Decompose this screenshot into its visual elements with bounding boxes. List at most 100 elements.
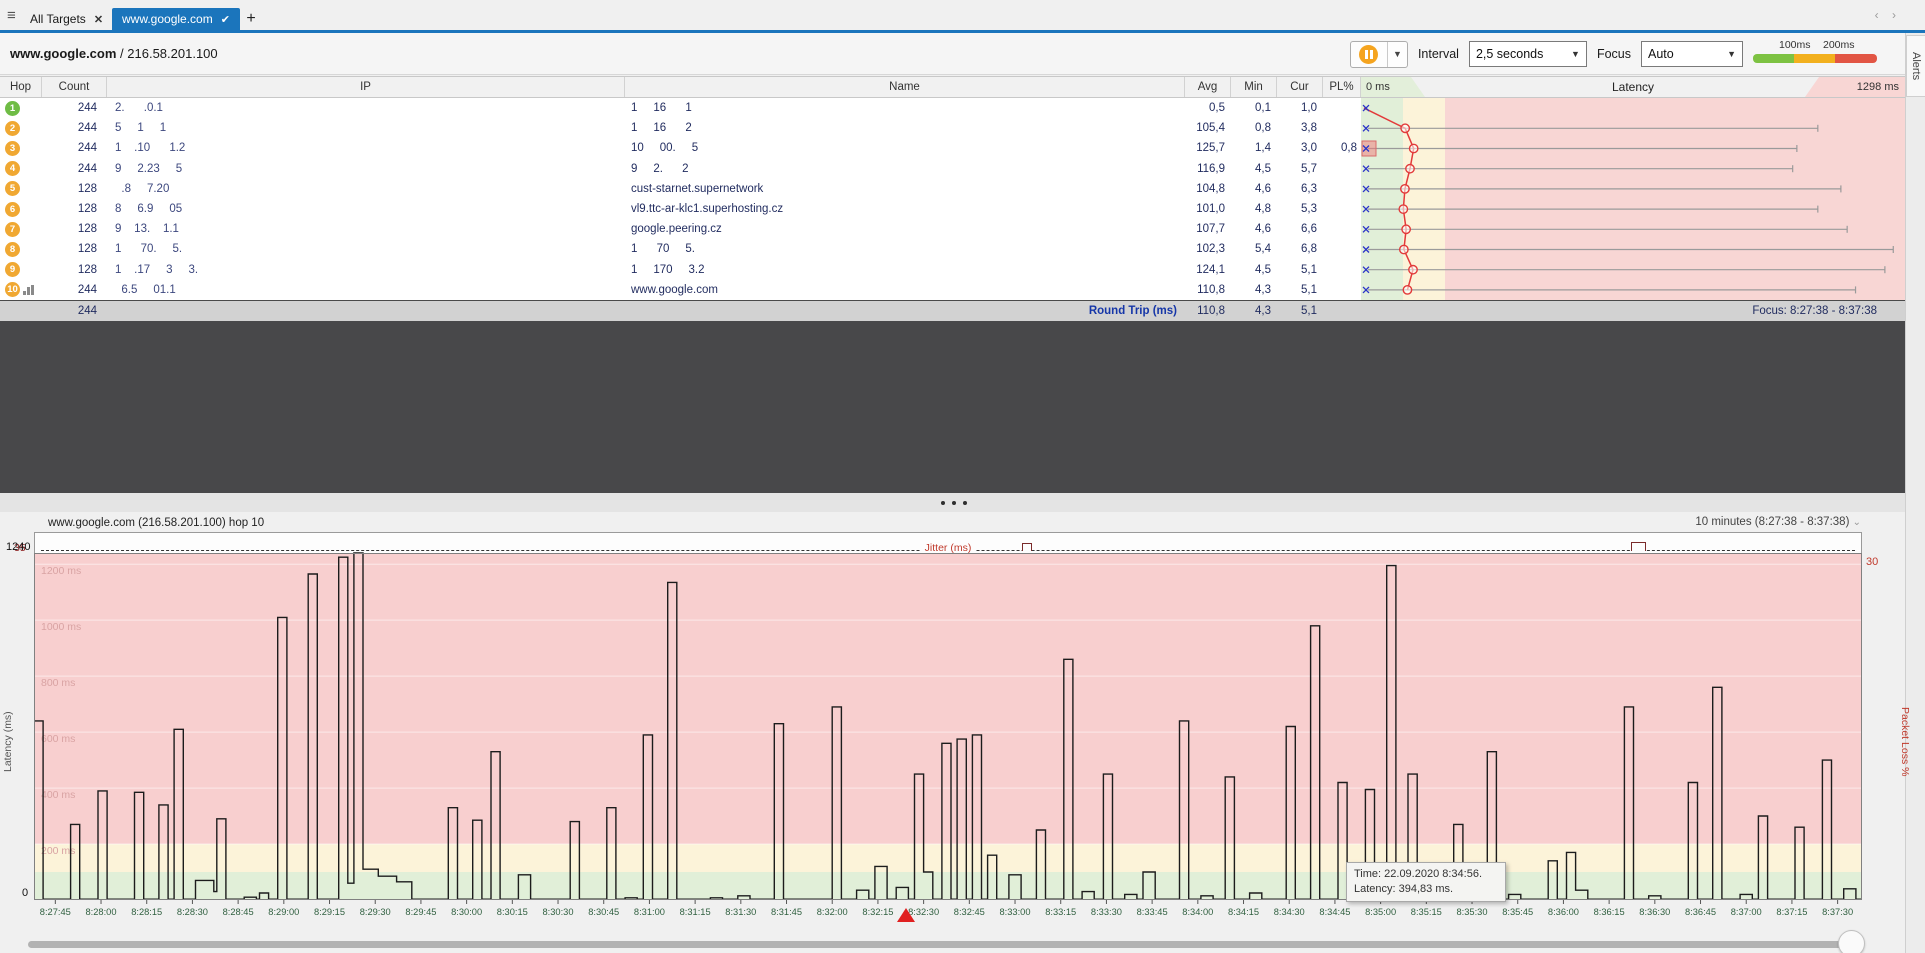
svg-text:8:29:15: 8:29:15 bbox=[314, 907, 345, 917]
table-row[interactable]: 1 244 2. .0.1 1 16 1 0,5 0,1 1,0 bbox=[0, 98, 1905, 118]
svg-text:8:37:30: 8:37:30 bbox=[1822, 907, 1853, 917]
pause-dropdown-button[interactable]: ▼ bbox=[1386, 41, 1407, 67]
min-cell: 0,8 bbox=[1255, 122, 1271, 135]
pane-splitter[interactable] bbox=[0, 493, 1905, 512]
latency-time-chart[interactable]: 200 ms 400 ms 600 ms 800 ms 1000 ms 1200 ms 8:… bbox=[34, 548, 1866, 920]
table-row[interactable]: 10 244 6.5 01.1 www.google.com 110,8 4,3… bbox=[0, 280, 1905, 300]
svg-text:8:35:15: 8:35:15 bbox=[1411, 907, 1442, 917]
col-header-ip[interactable]: IP bbox=[107, 77, 625, 97]
table-row[interactable]: 8 128 1 70. 5. 1 70 5. 102,3 5,4 6,8 bbox=[0, 239, 1905, 259]
legend-200ms: 200ms bbox=[1823, 39, 1855, 51]
cur-cell: 6,3 bbox=[1301, 182, 1317, 195]
col-header-pl[interactable]: PL% bbox=[1323, 77, 1361, 97]
table-row[interactable]: 9 128 1 .17 3 3. 1 170 3.2 124,1 4,5 5,1 bbox=[0, 260, 1905, 280]
table-row[interactable]: 2 244 5 1 1 1 16 2 105,4 0,8 3,8 bbox=[0, 118, 1905, 138]
col-header-count[interactable]: Count bbox=[42, 77, 107, 97]
graph-range-selector[interactable]: 10 minutes (8:27:38 - 8:37:38) ⌄ bbox=[1695, 516, 1861, 528]
col-header-cur[interactable]: Cur bbox=[1277, 77, 1323, 97]
timeline-scrollbar-track[interactable] bbox=[28, 941, 1848, 948]
table-row[interactable]: 4 244 9 2.23 5 9 2. 2 116,9 4,5 5,7 bbox=[0, 159, 1905, 179]
count-cell: 244 bbox=[77, 122, 97, 135]
hop-badge: 10 bbox=[5, 282, 20, 298]
menu-icon[interactable]: ≡ bbox=[7, 7, 16, 24]
svg-text:1200 ms: 1200 ms bbox=[41, 565, 81, 577]
name-cell: 1 70 5. bbox=[631, 243, 695, 256]
close-icon[interactable]: ✕ bbox=[93, 13, 104, 26]
pause-split-button[interactable]: ▼ bbox=[1349, 40, 1408, 68]
latency-scale-right-wedge bbox=[1805, 77, 1905, 97]
count-cell: 244 bbox=[77, 142, 97, 155]
cur-cell: 3,8 bbox=[1301, 122, 1317, 135]
packet-loss-axis-label: Packet Loss % bbox=[1899, 707, 1911, 777]
cur-cell: 1,0 bbox=[1301, 102, 1317, 115]
cur-cell: 5,3 bbox=[1301, 203, 1317, 216]
hop-cell: 6 bbox=[0, 201, 42, 217]
tooltip-latency: Latency: 394,83 ms. bbox=[1354, 883, 1454, 895]
ip-cell: 8 6.9 05 bbox=[115, 203, 183, 216]
y-axis-label: Latency (ms) bbox=[2, 711, 14, 773]
svg-text:8:36:15: 8:36:15 bbox=[1594, 907, 1625, 917]
jitter-label: Jitter (ms) bbox=[920, 542, 976, 554]
ip-cell: 1 .10 1.2 bbox=[115, 142, 186, 155]
count-cell: 128 bbox=[77, 223, 97, 236]
avg-cell: 107,7 bbox=[1196, 223, 1225, 236]
table-row[interactable]: 5 128 .8 7.20 cust-starnet.supernetwork … bbox=[0, 179, 1905, 199]
alerts-label: Alerts bbox=[1910, 51, 1922, 81]
jitter-scale-max: 35 bbox=[14, 542, 26, 554]
name-cell: 1 170 3.2 bbox=[631, 263, 705, 276]
table-row[interactable]: 6 128 8 6.9 05 vl9.ttc-ar-klc1.superhost… bbox=[0, 199, 1905, 219]
min-cell: 4,8 bbox=[1255, 203, 1271, 216]
add-tab-button[interactable]: + bbox=[246, 10, 256, 27]
latency-title: Latency bbox=[1611, 80, 1655, 94]
tab-www-google-com[interactable]: www.google.com ✔ bbox=[112, 8, 240, 30]
svg-text:8:36:45: 8:36:45 bbox=[1685, 907, 1716, 917]
table-row[interactable]: 3 244 1 .10 1.2 10 00. 5 125,7 1,4 3,0 0… bbox=[0, 138, 1905, 158]
avg-cell: 101,0 bbox=[1196, 203, 1225, 216]
svg-text:8:28:15: 8:28:15 bbox=[131, 907, 162, 917]
hop-badge: 9 bbox=[5, 262, 20, 278]
row-chart-icon bbox=[23, 284, 34, 295]
trace-table-body: 1 244 2. .0.1 1 16 1 0,5 0,1 1,0 2 244 5… bbox=[0, 98, 1905, 300]
tab-label: All Targets bbox=[30, 12, 86, 26]
svg-text:8:34:30: 8:34:30 bbox=[1274, 907, 1305, 917]
svg-text:8:34:00: 8:34:00 bbox=[1182, 907, 1213, 917]
avg-cell: 104,8 bbox=[1196, 182, 1225, 195]
selected-sample-marker[interactable] bbox=[896, 908, 915, 922]
summary-count: 244 bbox=[77, 305, 97, 317]
table-row[interactable]: 7 128 9 13. 1.1 google.peering.cz 107,7 … bbox=[0, 219, 1905, 239]
hop-latency-graph bbox=[1361, 104, 1894, 295]
pause-button[interactable] bbox=[1351, 42, 1387, 67]
ip-cell: 1 70. 5. bbox=[115, 243, 183, 256]
avg-cell: 116,9 bbox=[1197, 162, 1225, 175]
latency-scale-left-wedge bbox=[1361, 77, 1425, 97]
legend-100ms: 100ms bbox=[1779, 39, 1811, 51]
timeline-scrollbar-thumb[interactable] bbox=[1838, 930, 1865, 953]
col-header-hop[interactable]: Hop bbox=[0, 77, 42, 97]
focus-select[interactable]: Auto ▼ bbox=[1641, 41, 1743, 67]
col-header-avg[interactable]: Avg bbox=[1185, 77, 1231, 97]
chevron-down-icon: ▼ bbox=[1571, 49, 1580, 59]
cur-cell: 5,1 bbox=[1301, 283, 1317, 296]
interval-select[interactable]: 2,5 seconds ▼ bbox=[1468, 41, 1587, 67]
min-cell: 4,3 bbox=[1255, 283, 1271, 296]
cur-cell: 3,0 bbox=[1301, 142, 1317, 155]
ip-cell: .8 7.20 bbox=[115, 182, 170, 195]
summary-avg: 110,8 bbox=[1197, 305, 1225, 317]
col-header-latency[interactable]: 0 ms Latency 1298 ms bbox=[1361, 77, 1905, 97]
interval-label: Interval bbox=[1417, 47, 1459, 61]
tab-all-targets[interactable]: All Targets ✕ bbox=[20, 8, 113, 30]
svg-text:8:36:30: 8:36:30 bbox=[1639, 907, 1670, 917]
hop-cell: 2 bbox=[0, 120, 42, 136]
min-cell: 4,6 bbox=[1255, 182, 1271, 195]
tab-scroll-arrows[interactable]: ‹ › bbox=[1874, 8, 1901, 22]
avg-cell: 110,8 bbox=[1197, 283, 1225, 296]
svg-text:8:28:30: 8:28:30 bbox=[177, 907, 208, 917]
col-header-name[interactable]: Name bbox=[625, 77, 1185, 97]
alerts-side-tab[interactable]: Alerts bbox=[1906, 35, 1925, 97]
col-header-min[interactable]: Min bbox=[1231, 77, 1277, 97]
min-cell: 5,4 bbox=[1255, 243, 1271, 256]
count-cell: 244 bbox=[77, 162, 97, 175]
toolbar: ▼ Interval 2,5 seconds ▼ Focus Auto ▼ 10… bbox=[1349, 39, 1877, 69]
latency-scale-min: 0 ms bbox=[1366, 81, 1390, 93]
ip-cell: 5 1 1 bbox=[115, 122, 167, 135]
